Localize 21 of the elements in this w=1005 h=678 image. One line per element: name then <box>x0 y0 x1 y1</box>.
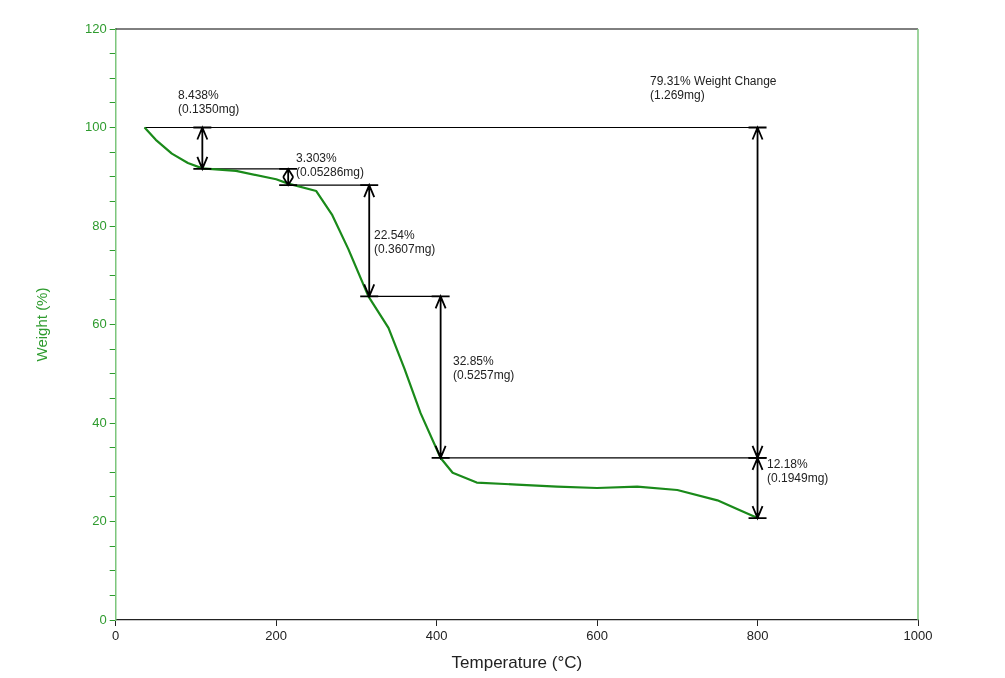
x-tick-label: 600 <box>586 628 608 644</box>
y-tick-label: 60 <box>92 316 107 332</box>
x-tick-label: 800 <box>746 628 769 644</box>
x-axis-title: Temperature (°C) <box>451 653 583 673</box>
annotation: 32.85% (0.5257mg) <box>453 354 515 383</box>
y-tick-label: 100 <box>84 119 107 135</box>
annotation: 3.303% (0.05286mg) <box>296 151 365 180</box>
y-tick-label: 40 <box>92 414 107 430</box>
annotation: 79.31% Weight Change (1.269mg) <box>650 74 777 103</box>
y-axis-title: Weight (%) <box>33 287 51 362</box>
x-tick-label: 400 <box>425 628 448 644</box>
y-tick-label: 0 <box>99 611 107 627</box>
y-tick-label: 120 <box>84 20 107 36</box>
x-tick-label: 200 <box>265 628 287 644</box>
annotation: 8.438% (0.1350mg) <box>178 88 240 117</box>
x-tick-label: 0 <box>112 628 120 644</box>
y-tick-label: 20 <box>92 513 107 529</box>
annotation: 12.18% (0.1949mg) <box>767 457 829 486</box>
annotation: 22.54% (0.3607mg) <box>374 228 436 257</box>
y-tick-label: 80 <box>92 217 107 233</box>
x-tick-label: 1000 <box>903 628 933 644</box>
